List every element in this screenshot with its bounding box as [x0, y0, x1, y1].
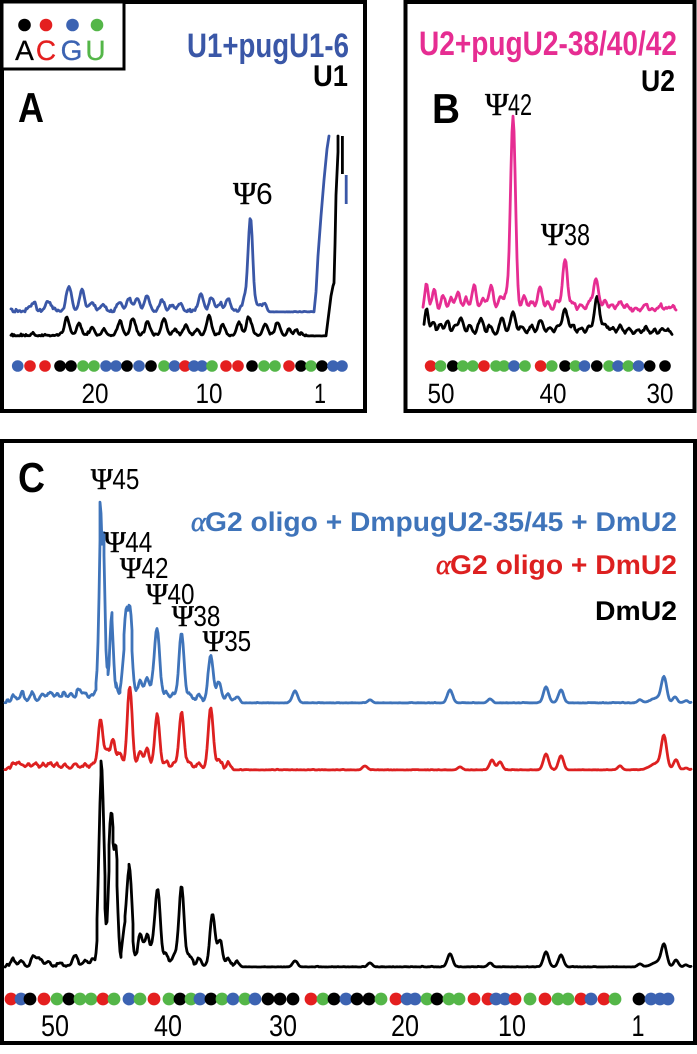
svg-text:Ψ: Ψ [172, 600, 195, 633]
svg-text:45: 45 [112, 464, 139, 496]
svg-text:G2 oligo + DmU2: G2 oligo + DmU2 [450, 550, 677, 580]
svg-text:α: α [436, 550, 452, 581]
svg-text:Ψ: Ψ [91, 463, 114, 496]
svg-text:Ψ: Ψ [104, 526, 127, 559]
svg-text:20: 20 [82, 378, 109, 409]
svg-text:Ψ: Ψ [541, 216, 565, 252]
svg-text:35: 35 [224, 626, 251, 658]
svg-text:50: 50 [428, 378, 455, 409]
svg-text:U1: U1 [313, 60, 348, 93]
svg-text:Ψ: Ψ [146, 578, 169, 611]
svg-text:Ψ: Ψ [203, 625, 226, 658]
svg-text:DmU2: DmU2 [595, 596, 677, 626]
svg-text:Ψ: Ψ [485, 86, 509, 122]
svg-text:10: 10 [498, 1010, 526, 1043]
svg-text:40: 40 [168, 579, 195, 611]
svg-text:10: 10 [196, 378, 223, 409]
svg-text:38: 38 [193, 601, 220, 633]
svg-text:6: 6 [256, 178, 273, 211]
svg-text:40: 40 [154, 1010, 182, 1043]
svg-text:44: 44 [125, 527, 152, 559]
svg-text:C: C [18, 454, 45, 501]
svg-text:α: α [191, 507, 207, 538]
svg-text:1: 1 [632, 1010, 645, 1043]
svg-text:30: 30 [269, 1010, 297, 1043]
svg-text:Ψ: Ψ [120, 552, 143, 585]
svg-text:U2: U2 [641, 65, 675, 98]
svg-text:G2 oligo + DmpugU2-35/45 + DmU: G2 oligo + DmpugU2-35/45 + DmU2 [205, 507, 677, 537]
svg-text:50: 50 [41, 1010, 69, 1043]
svg-text:30: 30 [647, 378, 674, 409]
svg-text:U: U [85, 35, 105, 66]
svg-text:A: A [18, 84, 44, 131]
svg-text:42: 42 [508, 89, 532, 122]
svg-text:B: B [432, 85, 460, 132]
svg-text:1: 1 [314, 378, 326, 409]
svg-text:U1+pugU1-6: U1+pugU1-6 [187, 27, 349, 65]
svg-text:20: 20 [391, 1010, 419, 1043]
svg-text:U2+pugU2-38/40/42: U2+pugU2-38/40/42 [419, 25, 677, 63]
svg-text:A: A [15, 35, 34, 66]
svg-text:Ψ: Ψ [233, 175, 257, 211]
svg-text:C: C [36, 35, 56, 66]
svg-text:42: 42 [142, 553, 169, 585]
svg-text:38: 38 [564, 219, 590, 252]
svg-text:G: G [61, 35, 83, 66]
svg-text:40: 40 [540, 378, 567, 409]
